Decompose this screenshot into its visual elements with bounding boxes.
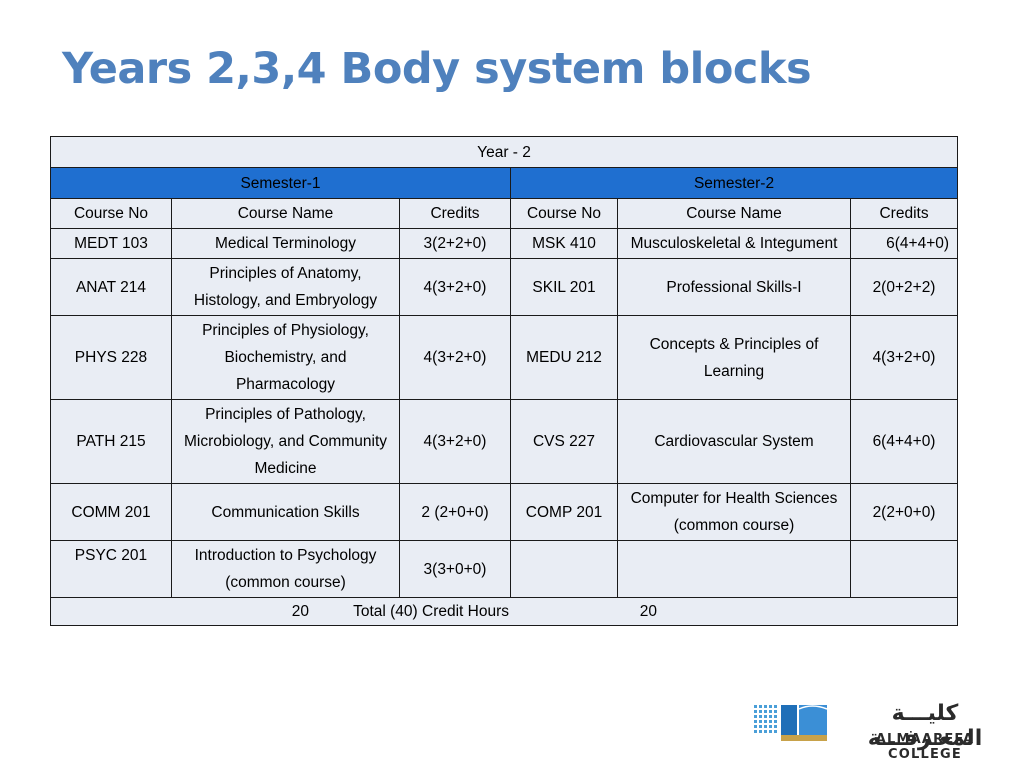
semester-2-header: Semester-2	[509, 167, 959, 199]
course-no-cell: MSK 410	[510, 228, 618, 259]
course-name-cell: Concepts & Principles of Learning	[617, 315, 851, 400]
college-emblem-icon	[754, 705, 828, 741]
course-no-cell: PSYC 201	[50, 540, 172, 598]
total-row: 20 Total (40) Credit Hours 20	[49, 597, 959, 626]
course-no-cell: COMM 201	[50, 483, 172, 541]
column-header-course-name-s2: Course Name	[617, 198, 851, 229]
column-header-credits-s1: Credits	[399, 198, 511, 229]
course-no-cell: ANAT 214	[50, 258, 172, 316]
course-no-cell: PHYS 228	[50, 315, 172, 400]
semester-1-header: Semester-1	[50, 167, 511, 199]
logo-english-text: ALMAAREFA COLLEGE	[875, 732, 975, 762]
course-name-cell: Cardiovascular System	[617, 399, 851, 484]
semester-1-total: 20	[291, 602, 309, 620]
table-row: MEDT 103 Medical Terminology 3(2+2+0) MS…	[50, 228, 959, 259]
course-name-cell: Computer for Health Sciences (common cou…	[617, 483, 851, 541]
credits-cell: 6(4+4+0)	[849, 228, 959, 259]
credits-cell: 4(3+2+0)	[399, 258, 511, 316]
credits-cell: 4(3+2+0)	[399, 399, 511, 484]
almaarefa-college-logo: كليـــة المعـرفـــة ALMAAREFA COLLEGE	[752, 699, 1007, 762]
course-name-cell: Communication Skills	[171, 483, 400, 541]
column-header-course-no-s1: Course No	[50, 198, 172, 229]
course-name-cell: Introduction to Psychology (common cours…	[171, 540, 400, 598]
course-name-cell	[617, 540, 851, 598]
page-title: Years 2,3,4 Body system blocks	[62, 44, 812, 94]
course-no-cell: SKIL 201	[510, 258, 618, 316]
credits-cell: 3(3+0+0)	[399, 540, 511, 598]
course-name-cell: Medical Terminology	[171, 228, 400, 259]
logo-arabic-text: كليـــة المعـرفـــة	[867, 701, 983, 751]
course-no-cell: PATH 215	[50, 399, 172, 484]
credits-cell: 2(0+2+2)	[849, 258, 959, 316]
column-header-course-no-s2: Course No	[510, 198, 618, 229]
table-row: PSYC 201 Introduction to Psychology (com…	[50, 540, 959, 598]
year2-course-table: Year - 2 Semester-1 Semester-2 Course No…	[49, 136, 959, 626]
course-name-cell: Musculoskeletal & Integument	[617, 228, 851, 259]
course-no-cell: COMP 201	[510, 483, 618, 541]
course-name-cell: Principles of Anatomy, Histology, and Em…	[171, 258, 400, 316]
course-no-cell	[510, 540, 618, 598]
table-row: PATH 215 Principles of Pathology, Microb…	[50, 399, 959, 484]
credits-cell: 2(2+0+0)	[849, 483, 959, 541]
table-row: PHYS 228 Principles of Physiology, Bioch…	[50, 315, 959, 400]
course-name-cell: Principles of Pathology, Microbiology, a…	[171, 399, 400, 484]
credits-cell: 3(2+2+0)	[399, 228, 511, 259]
course-no-cell: CVS 227	[510, 399, 618, 484]
course-no-cell: MEDT 103	[50, 228, 172, 259]
table-row: COMM 201 Communication Skills 2 (2+0+0) …	[50, 483, 959, 541]
credits-cell: 6(4+4+0)	[849, 399, 959, 484]
column-header-course-name-s1: Course Name	[171, 198, 400, 229]
credits-cell: 4(3+2+0)	[399, 315, 511, 400]
semester-2-total: 20	[639, 602, 657, 620]
total-credit-hours-label: Total (40) Credit Hours	[353, 602, 509, 620]
table-row: ANAT 214 Principles of Anatomy, Histolog…	[50, 258, 959, 316]
credits-cell: 4(3+2+0)	[849, 315, 959, 400]
course-no-cell: MEDU 212	[510, 315, 618, 400]
credits-cell: 2 (2+0+0)	[399, 483, 511, 541]
course-name-cell: Professional Skills-I	[617, 258, 851, 316]
credits-cell	[849, 540, 959, 598]
year-header: Year - 2	[49, 136, 959, 168]
column-header-credits-s2: Credits	[849, 198, 959, 229]
course-name-cell: Principles of Physiology, Biochemistry, …	[171, 315, 400, 400]
